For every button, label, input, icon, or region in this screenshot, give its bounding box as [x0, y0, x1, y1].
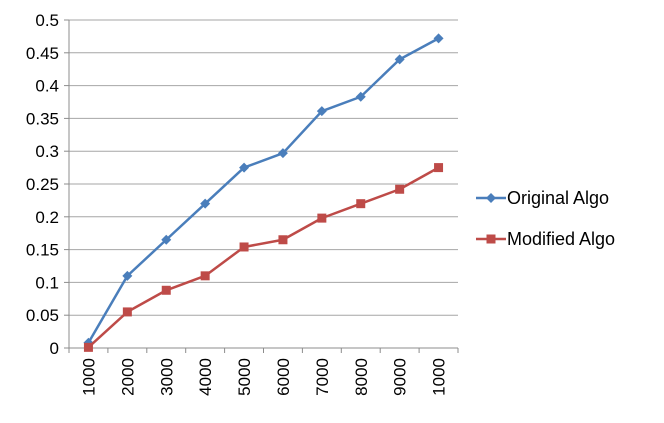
y-tick-label: 0	[50, 339, 59, 358]
legend-item: Modified Algo	[476, 229, 615, 249]
data-point	[83, 342, 93, 352]
x-tick-label: 5000	[235, 358, 254, 396]
y-tick-label: 0.5	[35, 11, 59, 30]
data-point	[122, 270, 133, 281]
data-point	[200, 271, 210, 281]
data-point	[278, 235, 288, 245]
x-tick-label: 9000	[391, 358, 410, 396]
data-point	[239, 162, 250, 173]
legend: Original Algo Modified Algo	[476, 188, 615, 249]
data-point	[161, 285, 171, 295]
y-tick-label: 0.3	[35, 142, 59, 161]
data-point	[356, 199, 366, 209]
legend-label: Modified Algo	[507, 229, 615, 249]
data-point	[433, 33, 444, 44]
data-point	[355, 91, 366, 102]
legend-label: Original Algo	[507, 188, 609, 208]
data-point	[277, 148, 288, 159]
data-point	[200, 198, 211, 209]
data-point	[239, 242, 249, 252]
y-tick-label: 0.4	[35, 77, 59, 96]
series	[83, 33, 444, 352]
y-tick-label: 0.25	[26, 175, 59, 194]
y-tick-label: 0.1	[35, 273, 59, 292]
data-point	[317, 213, 327, 223]
x-tick-label: 4000	[196, 358, 215, 396]
x-tick-label: 2000	[118, 358, 137, 396]
data-point	[161, 234, 172, 245]
x-tick-label: 6000	[274, 358, 293, 396]
series-line	[87, 37, 440, 344]
x-tick-label: 7000	[313, 358, 332, 396]
y-tick-label: 0.2	[35, 208, 59, 227]
y-axis-tick-labels: 0 0.05 0.1 0.15 0.2 0.25 0.3 0.35 0.4 0.45 0.5	[26, 11, 59, 358]
legend-marker	[486, 234, 496, 244]
x-tick-label: 3000	[157, 358, 176, 396]
series-modified-algo	[83, 163, 444, 352]
y-tick-label: 0.45	[26, 44, 59, 63]
x-axis-tick-labels: 1000 2000 3000 4000 5000 6000 7000 8000 9000 1000	[79, 358, 448, 396]
gridlines	[69, 19, 458, 316]
x-tick-label: 8000	[352, 358, 371, 396]
legend-marker	[486, 193, 496, 203]
y-tick-label: 0.15	[26, 241, 59, 260]
data-point	[434, 163, 444, 173]
y-tick-label: 0.35	[26, 109, 59, 128]
x-tick-label: 1000	[79, 358, 98, 396]
y-tick-label: 0.05	[26, 306, 59, 325]
data-point	[395, 184, 405, 194]
series-original-algo	[83, 33, 444, 348]
x-tick-label: 1000	[430, 358, 449, 396]
data-point	[316, 106, 327, 117]
series-line	[87, 166, 440, 349]
data-point	[394, 54, 405, 65]
data-point	[122, 307, 132, 317]
axes	[64, 19, 459, 353]
legend-item: Original Algo	[476, 188, 609, 208]
